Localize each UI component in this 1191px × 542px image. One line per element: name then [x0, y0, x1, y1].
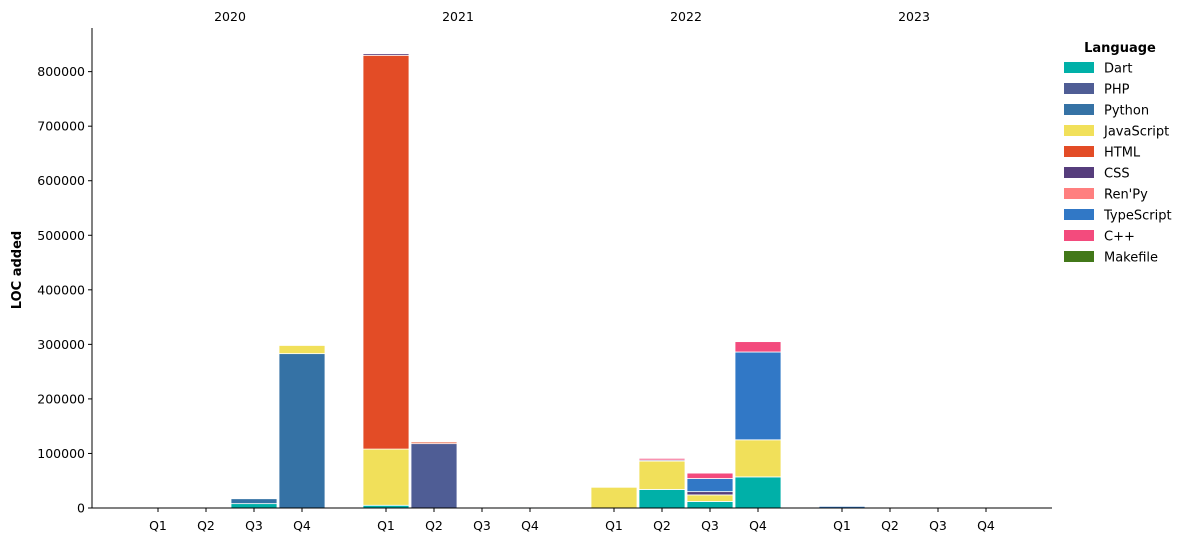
x-tick-label: Q2: [881, 518, 899, 533]
year-labels-group: 2020 2021 2022 2023: [214, 9, 930, 24]
bar-segment-html-2021-q1: [362, 54, 410, 450]
bar-segment-ren-py-2021-q2: [410, 440, 458, 442]
legend-entry-label: C++: [1104, 230, 1135, 245]
bar-segment-ren-py-2021-q1: [362, 52, 410, 55]
bar-segment-php-2021-q2: [410, 443, 458, 509]
bar-segment-typescript-2022-q4: [734, 351, 782, 441]
bar-segment-dart-2022-q4: [734, 476, 782, 509]
bar-segment-dart-2020-q3: [230, 503, 278, 509]
legend-entry-label: TypeScript: [1103, 209, 1172, 224]
y-tick-label: 400000: [37, 282, 85, 297]
legend-entry-label: Dart: [1104, 62, 1132, 77]
bar-segment-css-2022-q3: [686, 491, 734, 496]
x-tick-label: Q4: [977, 518, 995, 533]
y-tick-label: 300000: [37, 337, 85, 352]
bar-segment-javascript-2022-q3: [686, 494, 734, 502]
x-tick-label: Q1: [833, 518, 851, 533]
bar-segment-dart-2022-q2: [638, 489, 686, 509]
y-axis-title: LOC added: [10, 231, 25, 309]
legend-swatch: [1064, 167, 1094, 178]
y-tick-label: 800000: [37, 64, 85, 79]
year-label: 2022: [670, 9, 702, 24]
legend-swatch: [1064, 251, 1094, 262]
legend-swatch: [1064, 83, 1094, 94]
legend-swatch: [1064, 209, 1094, 220]
legend-swatch: [1064, 230, 1094, 241]
y-tick-label: 0: [77, 501, 85, 516]
legend: Language Dart PHP Python JavaScript HTML CSS R…: [1064, 41, 1172, 266]
year-label: 2021: [442, 9, 474, 24]
x-tick-label: Q4: [521, 518, 539, 533]
x-tick-label: Q2: [653, 518, 671, 533]
legend-swatch: [1064, 62, 1094, 73]
ticks-group: 0 100000 200000 300000 400000 500000 600000 700…: [37, 64, 995, 533]
x-tick-label: Q1: [605, 518, 623, 533]
y-tick-label: 200000: [37, 391, 85, 406]
year-label: 2023: [898, 9, 930, 24]
legend-swatch: [1064, 188, 1094, 199]
legend-entry-label: Python: [1104, 104, 1149, 119]
legend-entry-label: Makefile: [1104, 251, 1158, 266]
legend-title: Language: [1084, 41, 1156, 56]
year-label: 2020: [214, 9, 246, 24]
x-tick-label: Q3: [929, 518, 947, 533]
bar-segment-c--2022-q4: [734, 341, 782, 353]
x-tick-label: Q3: [701, 518, 719, 533]
legend-entry-label: CSS: [1104, 167, 1130, 182]
y-tick-label: 100000: [37, 446, 85, 461]
x-tick-label: Q3: [473, 518, 491, 533]
legend-swatch: [1064, 125, 1094, 136]
legend-swatch: [1064, 146, 1094, 157]
bar-segment-javascript-2020-q4: [278, 345, 326, 355]
bar-segment-typescript-2022-q3: [686, 478, 734, 493]
x-tick-label: Q2: [197, 518, 215, 533]
x-tick-label: Q1: [149, 518, 167, 533]
x-tick-label: Q4: [293, 518, 311, 533]
axes-group: [91, 28, 1052, 509]
x-tick-label: Q1: [377, 518, 395, 533]
y-tick-label: 500000: [37, 228, 85, 243]
x-tick-label: Q4: [749, 518, 767, 533]
x-tick-label: Q3: [245, 518, 263, 533]
bars-group: [230, 52, 866, 509]
legend-swatch: [1064, 104, 1094, 115]
x-tick-label: Q2: [425, 518, 443, 533]
legend-entry-label: HTML: [1104, 146, 1141, 161]
bar-segment-python-2020-q3: [230, 498, 278, 505]
bar-segment-javascript-2022-q2: [638, 460, 686, 490]
bar-segment-c--2022-q3: [686, 472, 734, 479]
bar-segment-dart-2022-q3: [686, 501, 734, 509]
legend-entry-label: PHP: [1104, 83, 1130, 98]
y-tick-label: 700000: [37, 119, 85, 134]
bar-segment-javascript-2022-q1: [590, 486, 638, 509]
legend-entry-label: JavaScript: [1103, 125, 1169, 140]
bar-segment-javascript-2022-q4: [734, 439, 782, 478]
bar-segment-python-2020-q4: [278, 353, 326, 509]
bar-segment-c--2022-q2: [638, 457, 686, 461]
bar-segment-javascript-2021-q1: [362, 448, 410, 506]
legend-entry-label: Ren'Py: [1104, 188, 1148, 203]
y-tick-label: 600000: [37, 173, 85, 188]
